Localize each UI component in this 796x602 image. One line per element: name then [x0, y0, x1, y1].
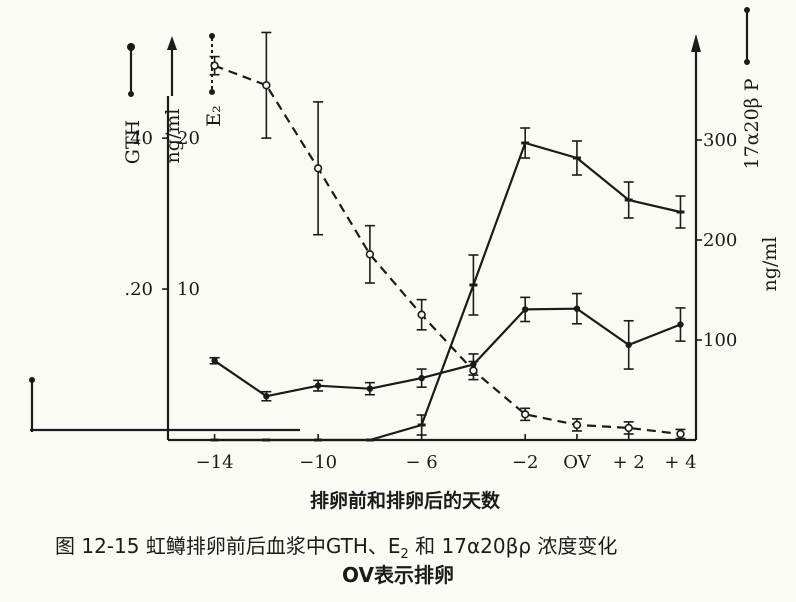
e2-point — [365, 250, 375, 259]
gth-point — [366, 385, 374, 392]
e2-point — [469, 366, 478, 375]
left-unit-label: ng/ml — [162, 109, 184, 164]
ngml-tick-label: 20 — [177, 128, 200, 149]
e2-point — [520, 410, 530, 419]
gth-point — [677, 321, 684, 328]
series-layer — [209, 31, 686, 442]
right-tick-label: 100 — [703, 330, 737, 351]
e2-point — [676, 429, 685, 439]
caption-gth-e: GTH、E — [326, 534, 401, 558]
gth-point — [314, 382, 322, 389]
gth-tick-label: 40 — [130, 128, 153, 149]
gth-point — [263, 393, 270, 400]
figure-caption: 图 12-15 虹鳟排卵前后血浆中GTH、E2 和 17α20βρ 浓度变化 — [55, 534, 617, 562]
x-tick-label: − 6 — [406, 452, 438, 473]
gth-point — [573, 305, 581, 312]
tick-layer: −14 −10 − 6 −2 OV + 2 + 4 40 .20 20 10 300 200 100 — [124, 128, 737, 473]
e2-point — [262, 81, 271, 90]
left-baseline-stub-dot — [29, 377, 35, 383]
gth-tick-label: .20 — [124, 279, 153, 300]
e2-point — [572, 420, 582, 430]
caption-and: 和 — [409, 534, 442, 558]
e2-point — [417, 310, 426, 319]
gth-axis-legend — [127, 43, 135, 97]
gth-point — [521, 306, 529, 313]
x-tick-label: −2 — [512, 452, 539, 473]
x-tick-label: OV — [563, 452, 591, 473]
caption-sub: 2 — [401, 547, 409, 562]
e2-series-line — [214, 64, 681, 436]
e2-point — [313, 164, 323, 173]
x-tick-label: −10 — [299, 452, 337, 473]
gth-point — [211, 357, 218, 364]
caption-steroid: 17α20βρ — [442, 534, 532, 558]
caption-tail: 浓度变化 — [531, 534, 617, 558]
p17-series-line — [214, 141, 681, 442]
gth-point — [418, 374, 425, 382]
gth-axis-label: GTH — [122, 120, 144, 164]
right-axis-arrow — [691, 34, 701, 52]
x-tick-label: −14 — [196, 452, 234, 473]
gth-point — [625, 341, 632, 349]
x-tick-label: + 4 — [664, 452, 696, 473]
gth-series-line — [213, 307, 681, 398]
caption-line2: OV表示排卵 — [342, 563, 454, 587]
e2-axis-label: E₂ — [203, 105, 225, 127]
caption-prefix: 图 12-15 虹鳟排卵前后血浆中 — [55, 534, 326, 558]
p-axis-legend — [744, 7, 750, 65]
x-tick-label: + 2 — [613, 452, 645, 473]
ngml-tick-label: 10 — [177, 279, 200, 300]
x-axis-title: 排卵前和排卵后的天数 — [310, 489, 501, 512]
right-unit-label: ng/ml — [759, 237, 781, 292]
e2-point — [624, 423, 633, 433]
e2-point — [210, 61, 219, 70]
p-axis-label: 17α20β P — [741, 78, 763, 169]
right-tick-label: 200 — [703, 230, 737, 251]
right-tick-label: 300 — [703, 130, 737, 151]
ngml-axis-legend — [167, 36, 177, 96]
